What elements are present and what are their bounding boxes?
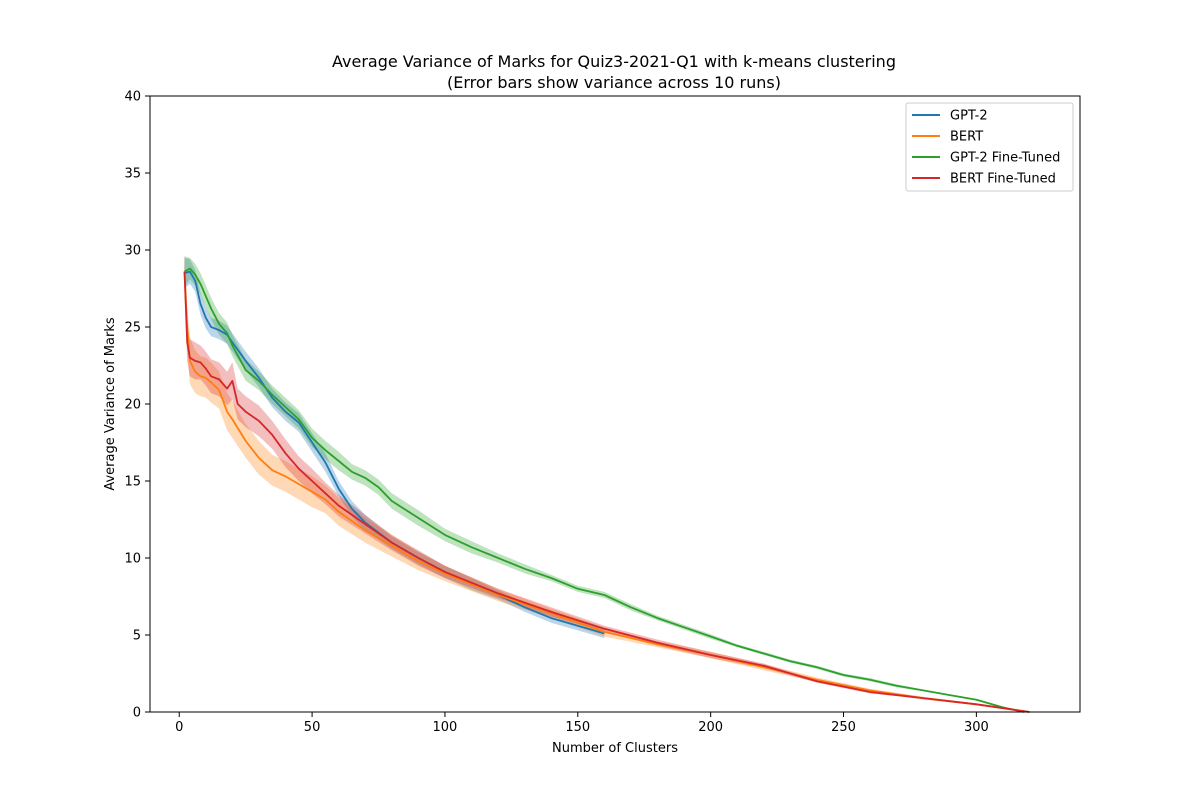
x-tick-label: 250: [831, 720, 856, 735]
y-tick-label: 35: [124, 167, 141, 182]
y-axis-ticks: 0 5 10 15 20 25 30 35 40: [124, 90, 150, 721]
legend-box: [905, 102, 1074, 192]
x-tick-label: 150: [565, 720, 590, 735]
x-tick-label: 0: [175, 720, 183, 735]
chart-title: Average Variance of Marks for Quiz3-2021…: [332, 52, 896, 71]
y-tick-label: 15: [124, 475, 141, 490]
y-tick-label: 40: [124, 90, 141, 105]
y-tick-label: 30: [124, 244, 141, 259]
legend-label-gpt-2-fine-tuned: GPT-2 Fine-Tuned: [950, 151, 1060, 166]
series-line-gpt-2-fine-tuned: [184, 267, 1025, 713]
y-tick-label: 0: [133, 706, 141, 721]
legend-label-bert: BERT: [950, 130, 983, 145]
x-axis-ticks: 0 50 100 150 200 250 300: [175, 712, 989, 735]
legend-items: GPT-2 BERT GPT-2 Fine-Tuned BERT Fine-Tuned: [912, 109, 1060, 187]
x-tick-label: 200: [698, 720, 723, 735]
legend-label-bert-fine-tuned: BERT Fine-Tuned: [950, 172, 1056, 187]
series-line-bert: [183, 271, 1030, 713]
y-tick-label: 25: [124, 321, 141, 336]
legend-label-gpt-2: GPT-2: [950, 109, 988, 124]
legend: GPT-2 BERT GPT-2 Fine-Tuned BERT Fine-Tuned: [905, 102, 1074, 192]
series-line-bert-fine-tuned: [183, 271, 1030, 713]
y-tick-label: 20: [124, 398, 141, 413]
y-axis-label: Average Variance of Marks: [103, 317, 118, 491]
x-tick-label: 100: [433, 720, 458, 735]
y-tick-label: 10: [124, 552, 141, 567]
x-axis-label: Number of Clusters: [552, 741, 678, 756]
chart-subtitle: (Error bars show variance across 10 runs…: [447, 73, 781, 92]
x-tick-label: 50: [304, 720, 321, 735]
series-lines: [183, 267, 1030, 713]
x-tick-label: 300: [964, 720, 989, 735]
y-tick-label: 5: [133, 629, 141, 644]
